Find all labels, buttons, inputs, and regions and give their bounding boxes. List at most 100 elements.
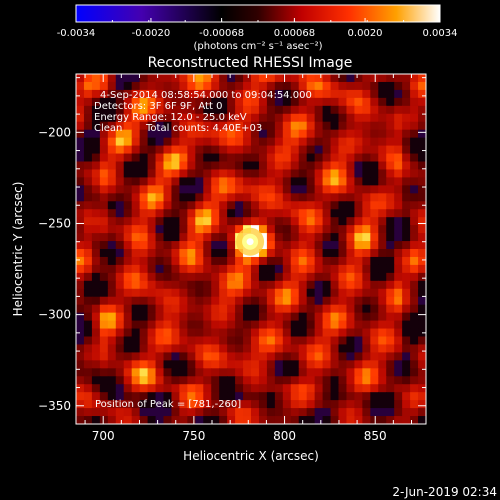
heatmap-cell [179, 217, 188, 226]
heatmap-cell [203, 336, 212, 346]
heatmap-cell [115, 288, 125, 298]
heatmap-cell [203, 233, 212, 242]
heatmap-cell [410, 97, 419, 107]
heatmap-cell [123, 384, 133, 393]
heatmap-cell [227, 225, 236, 234]
heatmap-cell [163, 320, 173, 330]
heatmap-cell [235, 153, 244, 163]
heatmap-cell [314, 185, 324, 194]
heatmap-cell [386, 169, 395, 179]
heatmap-cell [274, 129, 284, 139]
heatmap-cell [306, 105, 316, 115]
heatmap-cell [163, 185, 173, 194]
heatmap-cell [211, 89, 220, 99]
heatmap-cell [195, 392, 204, 401]
heatmap-cell [314, 392, 324, 401]
heatmap-cell [402, 320, 411, 330]
heatmap-cell [378, 185, 387, 194]
heatmap-cell [211, 161, 220, 171]
heatmap-cell [123, 145, 133, 155]
heatmap-cell [131, 225, 141, 234]
heatmap-cell [155, 360, 165, 369]
heatmap-cell [195, 137, 204, 147]
heatmap-cell [322, 328, 332, 338]
heatmap-cell [76, 328, 85, 338]
heatmap-cell [107, 225, 117, 234]
heatmap-cell [163, 256, 173, 266]
heatmap-cell [338, 249, 348, 258]
heatmap-cell [266, 89, 276, 99]
heatmap-cell [251, 161, 260, 171]
heatmap-cell [243, 153, 252, 163]
heatmap-cell [147, 288, 157, 298]
heatmap-cell [147, 105, 157, 115]
heatmap-cell [322, 280, 332, 290]
heatmap-cell [76, 225, 85, 234]
heatmap-cell [219, 241, 228, 250]
heatmap-cell [314, 249, 324, 258]
heatmap-cell [298, 121, 308, 131]
heatmap-cell [139, 121, 149, 131]
heatmap-cell [203, 97, 212, 107]
heatmap-cell [99, 408, 109, 417]
heatmap-cell [203, 344, 212, 354]
heatmap-cell [298, 153, 308, 163]
heatmap-cell [266, 272, 276, 282]
heatmap-cell [346, 241, 356, 250]
heatmap-cell [290, 400, 300, 409]
heatmap-cell [219, 89, 228, 99]
heatmap-cell [91, 185, 101, 194]
heatmap-cell [187, 161, 196, 171]
heatmap-cell [243, 344, 252, 354]
heatmap-cell [314, 344, 324, 354]
heatmap-cell [139, 249, 149, 258]
heatmap-cell [203, 89, 212, 99]
heatmap-cell [370, 105, 379, 115]
heatmap-cell [123, 376, 133, 385]
heatmap-cell [235, 113, 244, 123]
heatmap-cell [410, 193, 419, 202]
heatmap-cell [418, 177, 426, 186]
heatmap-cell [211, 368, 220, 377]
heatmap-cell [282, 185, 292, 194]
heatmap-cell [338, 408, 348, 417]
heatmap-cell [91, 392, 101, 401]
heatmap-cell [362, 264, 371, 274]
heatmap-cell [171, 153, 181, 163]
heatmap-cell [107, 280, 117, 290]
heatmap-cell [251, 328, 260, 338]
heatmap-cell [107, 312, 117, 322]
heatmap-cell [338, 193, 348, 202]
heatmap-cell [107, 392, 117, 401]
heatmap-cell [83, 392, 93, 401]
colorbar-tick-label: -0.0034 [57, 28, 96, 39]
heatmap-cell [298, 272, 308, 282]
heatmap-cell [99, 89, 109, 99]
heatmap-cell [370, 209, 379, 218]
heatmap-cell [274, 201, 284, 210]
heatmap-cell [306, 264, 316, 274]
heatmap-cell [346, 185, 356, 194]
heatmap-cell [115, 320, 125, 330]
heatmap-cell [410, 384, 419, 393]
heatmap-cell [163, 169, 173, 179]
heatmap-cell [139, 209, 149, 218]
heatmap-cell [378, 74, 387, 83]
heatmap-cell [274, 233, 284, 242]
heatmap-cell [155, 169, 165, 179]
heatmap-cell [370, 280, 379, 290]
heatmap-cell [370, 153, 379, 163]
heatmap-cell [91, 153, 101, 163]
heatmap-cell [131, 328, 141, 338]
heatmap-cell [131, 296, 141, 306]
heatmap-cell [370, 344, 379, 354]
heatmap-cell [338, 360, 348, 369]
heatmap-cell [187, 225, 196, 234]
heatmap-cell [282, 81, 292, 91]
heatmap-cell [378, 81, 387, 91]
heatmap-cell [227, 312, 236, 322]
heatmap-cell [402, 185, 411, 194]
heatmap-cell [99, 177, 109, 186]
heatmap-cell [378, 384, 387, 393]
heatmap-cell [314, 217, 324, 226]
